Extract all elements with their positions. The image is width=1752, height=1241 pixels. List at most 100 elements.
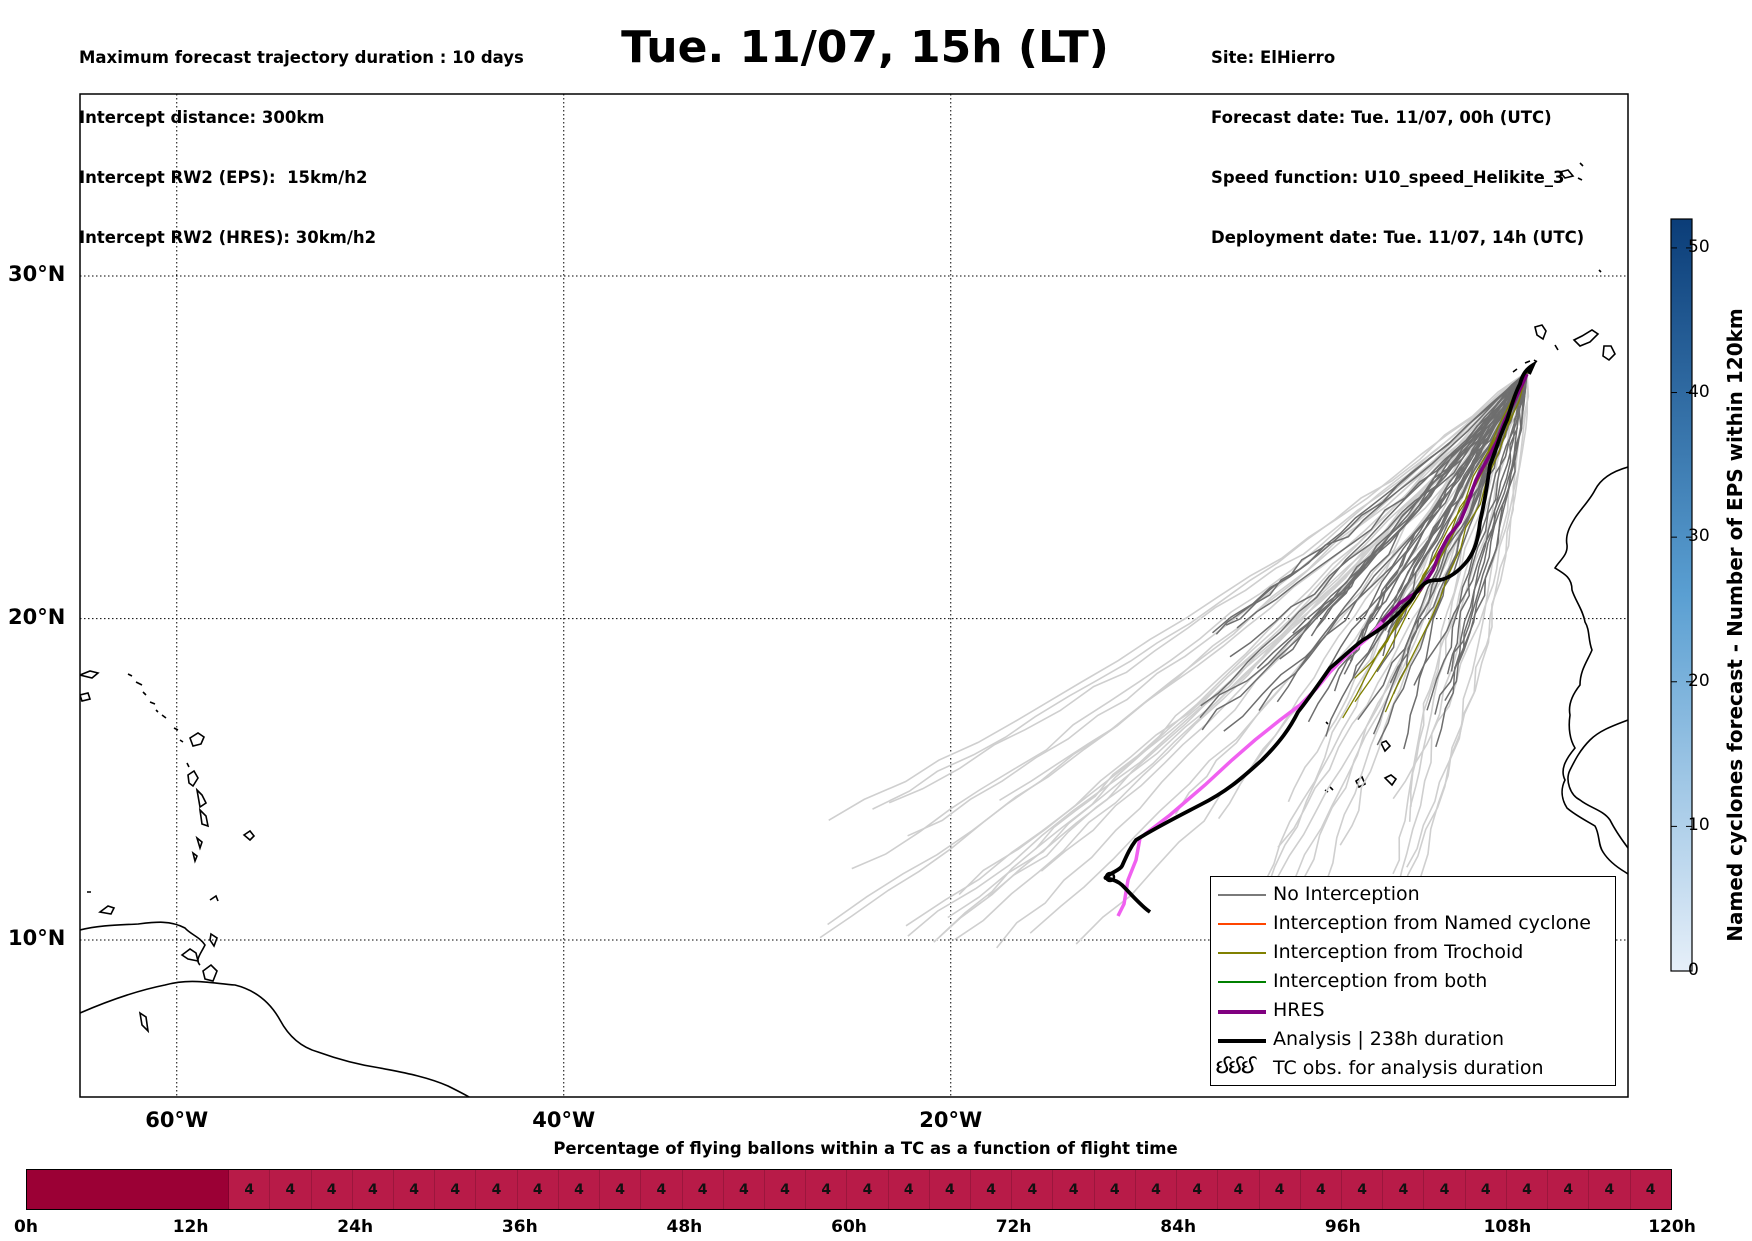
bar-cell: 4 bbox=[229, 1170, 271, 1209]
bar-cell: 4 bbox=[1053, 1170, 1095, 1209]
coastline-africa bbox=[1553, 466, 1628, 875]
colorbar-tick-label: 0 bbox=[1688, 960, 1699, 980]
colorbar-tick-label: 50 bbox=[1688, 236, 1710, 257]
eps-trajectory-late bbox=[888, 371, 1528, 804]
info-right: Site: ElHierro Forecast date: Tue. 11/07… bbox=[1211, 8, 1584, 268]
eps-trajectory bbox=[1444, 371, 1528, 701]
bar-cell: 4 bbox=[971, 1170, 1013, 1209]
bar-cell: 4 bbox=[682, 1170, 724, 1209]
legend-label: Analysis | 238h duration bbox=[1273, 1028, 1505, 1050]
trochoid-trajectory bbox=[1342, 371, 1528, 719]
bar-cell: 4 bbox=[1300, 1170, 1342, 1209]
bar-cell: 4 bbox=[1506, 1170, 1549, 1209]
bar-cell: 4 bbox=[270, 1170, 312, 1209]
eps-trajectory-late bbox=[1400, 371, 1529, 899]
eps-trajectory bbox=[1325, 371, 1528, 737]
bar-cell bbox=[187, 1170, 230, 1209]
bar-cell: 4 bbox=[1465, 1170, 1507, 1209]
colorbar-tick-label: 40 bbox=[1688, 381, 1710, 402]
bar-cell: 4 bbox=[806, 1170, 848, 1209]
bar-title: Percentage of flying ballons within a TC… bbox=[553, 1139, 1178, 1158]
eps-trajectory-late bbox=[938, 371, 1528, 938]
bar-time-label: 72h bbox=[995, 1217, 1032, 1237]
legend-label: No Interception bbox=[1273, 883, 1420, 905]
longitude-label: 40°W bbox=[532, 1108, 596, 1132]
bar-time-label: 60h bbox=[831, 1217, 867, 1237]
eps-trajectory-late bbox=[828, 371, 1528, 821]
coastlines bbox=[80, 162, 1628, 1097]
eps-trajectory-late bbox=[1406, 371, 1530, 868]
eps-trajectory bbox=[1212, 371, 1528, 634]
legend-item: No Interception bbox=[1211, 880, 1615, 909]
map-graticule bbox=[80, 94, 1628, 1097]
eps-trajectory-late bbox=[907, 371, 1528, 937]
coastline-south-america bbox=[80, 980, 471, 1097]
latitude-label: 20°N bbox=[8, 604, 66, 629]
info-line: Intercept RW2 (HRES): 30km/h2 bbox=[79, 228, 377, 247]
longitude-label: 60°W bbox=[145, 1108, 209, 1132]
legend-label: Interception from Named cyclone bbox=[1273, 912, 1591, 934]
coastline-africa-west bbox=[1567, 719, 1628, 849]
legend-label: TC obs. for analysis duration bbox=[1273, 1057, 1544, 1079]
legend-swatch bbox=[1218, 981, 1266, 983]
bar-time-label: 96h bbox=[1324, 1217, 1361, 1237]
legend-label: Interception from Trochoid bbox=[1273, 941, 1524, 963]
page-title: Tue. 11/07, 15h (LT) bbox=[621, 22, 1109, 73]
bar-cell: 4 bbox=[1342, 1170, 1384, 1209]
eps-trajectory bbox=[1446, 371, 1528, 675]
bar-time-label: 36h bbox=[501, 1217, 538, 1237]
bar-cell: 4 bbox=[1424, 1170, 1466, 1209]
analysis-trajectory bbox=[1103, 360, 1538, 914]
legend-label: Interception from both bbox=[1273, 970, 1488, 992]
eps-trajectories-light bbox=[819, 371, 1530, 949]
legend-swatch bbox=[1218, 1010, 1266, 1014]
bar-cell: 4 bbox=[352, 1170, 394, 1209]
latitude-label: 10°N bbox=[8, 926, 66, 950]
bar-time-label: 84h bbox=[1160, 1217, 1197, 1237]
bar-cell: 4 bbox=[435, 1170, 477, 1209]
coastline-canary-islands bbox=[1512, 162, 1616, 373]
eps-trajectory bbox=[1258, 371, 1528, 712]
bar-cell bbox=[27, 1170, 68, 1209]
eps-trajectory bbox=[1357, 371, 1528, 721]
legend-label: HRES bbox=[1273, 999, 1325, 1021]
info-line: Intercept RW2 (EPS): 15km/h2 bbox=[79, 168, 368, 187]
bar-cell bbox=[147, 1170, 188, 1209]
legend-swatch bbox=[1218, 1039, 1266, 1043]
bar-cell: 4 bbox=[517, 1170, 559, 1209]
legend: No Interception Interception from Named c… bbox=[1210, 876, 1616, 1086]
bar-cell bbox=[67, 1170, 108, 1209]
colorbar-tick-label: 30 bbox=[1688, 526, 1710, 547]
info-line: Forecast date: Tue. 11/07, 00h (UTC) bbox=[1211, 108, 1552, 127]
coastline-cape-verde bbox=[1324, 721, 1398, 793]
legend-item: Analysis | 238h duration bbox=[1211, 1025, 1615, 1054]
eps-trajectory bbox=[1352, 371, 1528, 679]
coastline-trinidad bbox=[202, 963, 218, 982]
bar-cell: 4 bbox=[600, 1170, 642, 1209]
map-frame bbox=[79, 93, 1629, 1098]
bar-cell: 4 bbox=[1094, 1170, 1136, 1209]
eps-trajectory bbox=[1225, 371, 1528, 626]
bar-cell: 4 bbox=[1135, 1170, 1178, 1209]
legend-swatch bbox=[1218, 923, 1266, 925]
bar-cell: 4 bbox=[393, 1170, 436, 1209]
tc-symbol-icon: ઈઈઈ bbox=[1216, 1056, 1256, 1078]
eps-trajectory bbox=[1201, 371, 1528, 731]
bar-cell: 4 bbox=[1012, 1170, 1054, 1209]
bar-cell: 4 bbox=[641, 1170, 683, 1209]
eps-trajectory-late bbox=[1408, 371, 1528, 822]
colorbar-label: Named cyclones forecast - Number of EPS … bbox=[1723, 308, 1747, 942]
longitude-label: 20°W bbox=[919, 1108, 983, 1132]
info-line: Maximum forecast trajectory duration : 1… bbox=[79, 48, 524, 67]
bar-cell: 4 bbox=[847, 1170, 889, 1209]
bar-time-label: 48h bbox=[666, 1217, 703, 1237]
bar-cell: 4 bbox=[1218, 1170, 1260, 1209]
colorbar-tick-label: 10 bbox=[1688, 815, 1710, 836]
eps-trajectory bbox=[1279, 371, 1528, 660]
eps-trajectory bbox=[1200, 371, 1528, 707]
trochoid-trajectory bbox=[1384, 371, 1528, 713]
bar-cell: 4 bbox=[311, 1170, 353, 1209]
legend-item: ઈઈઈ TC obs. for analysis duration bbox=[1211, 1054, 1615, 1083]
